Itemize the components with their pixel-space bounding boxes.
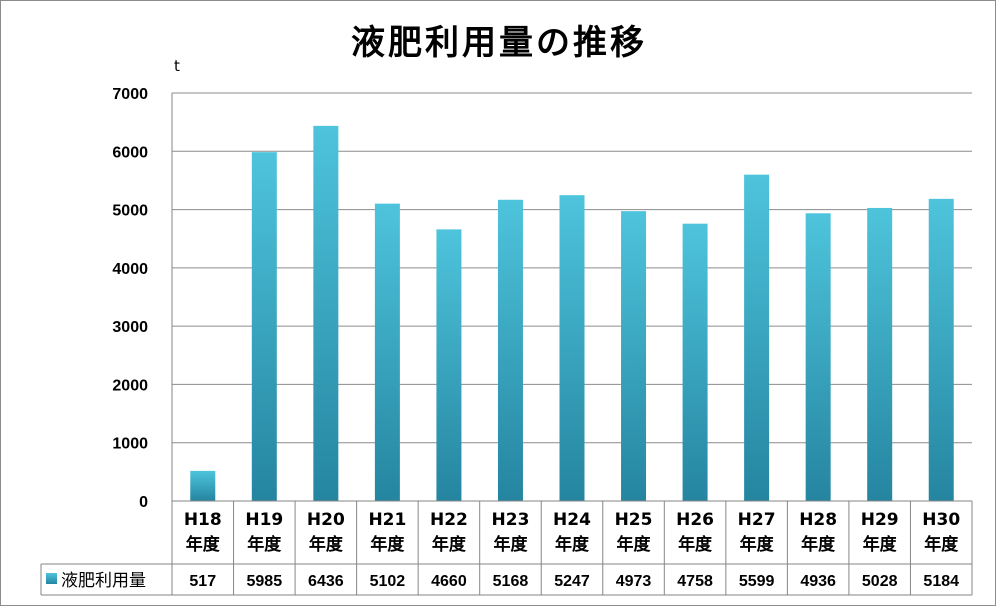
- x-category-label: H18: [184, 510, 222, 530]
- x-category-label: 年度: [678, 534, 713, 555]
- chart-title: 液肥利用量の推移: [351, 23, 647, 63]
- data-table-value: 6436: [308, 573, 344, 590]
- bar: [867, 207, 893, 501]
- bar: [928, 198, 954, 501]
- data-table-value: 5102: [370, 573, 406, 590]
- bar: [682, 223, 708, 501]
- data-table-value: 4660: [431, 573, 467, 590]
- x-category-label: H30: [922, 510, 960, 530]
- data-table-value: 4936: [800, 573, 836, 590]
- x-category-label: H27: [738, 510, 776, 530]
- x-category-label: H29: [861, 510, 899, 530]
- x-category-label: H21: [368, 510, 406, 530]
- bar: [744, 174, 770, 502]
- bar: [251, 152, 277, 501]
- legend-swatch: [46, 573, 57, 584]
- y-tick-label: 2000: [112, 377, 148, 394]
- x-category-label: 年度: [617, 534, 652, 555]
- y-tick-label: 1000: [112, 436, 148, 453]
- y-tick-label: 7000: [112, 86, 148, 103]
- x-category-label: 年度: [370, 534, 405, 555]
- bar: [436, 229, 462, 502]
- y-tick-label: 0: [139, 494, 148, 511]
- x-category-label: 年度: [863, 534, 898, 555]
- bar: [497, 199, 523, 502]
- x-category-label: 年度: [186, 534, 221, 555]
- x-category-label: 年度: [309, 534, 344, 555]
- x-category-label: H20: [307, 510, 345, 530]
- bar: [559, 195, 585, 501]
- bar: [190, 470, 216, 501]
- x-category-label: H22: [430, 510, 468, 530]
- data-table-value: 5184: [923, 573, 959, 590]
- x-category-label: H26: [676, 510, 714, 530]
- x-category-label: H25: [615, 510, 653, 530]
- legend-series-name: 液肥利用量: [61, 571, 146, 591]
- x-category-label: 年度: [247, 534, 282, 555]
- x-category-label: 年度: [432, 534, 467, 555]
- data-table-value: 5985: [247, 573, 283, 590]
- x-category-label: H23: [492, 510, 530, 530]
- data-table-value: 5247: [554, 573, 590, 590]
- y-tick-label: 6000: [112, 144, 148, 161]
- bar: [313, 125, 339, 502]
- y-tick-label: 4000: [112, 261, 148, 278]
- x-category-label: H19: [245, 510, 283, 530]
- x-category-label: 年度: [493, 534, 528, 555]
- y-axis-unit: t: [174, 57, 180, 75]
- y-tick-label: 5000: [112, 203, 148, 220]
- bar: [805, 213, 831, 502]
- x-category-label: 年度: [740, 534, 775, 555]
- data-table-value: 5599: [739, 573, 775, 590]
- bar: [621, 211, 647, 501]
- x-category-label: 年度: [924, 534, 959, 555]
- data-table-value: 4758: [677, 573, 713, 590]
- y-tick-label: 3000: [112, 319, 148, 336]
- data-table-value: 5168: [493, 573, 529, 590]
- data-table-value: 517: [189, 573, 216, 590]
- x-category-label: 年度: [555, 534, 590, 555]
- x-category-label: H24: [553, 510, 591, 530]
- x-category-label: H28: [799, 510, 837, 530]
- data-table-value: 4973: [616, 573, 652, 590]
- x-category-label: 年度: [801, 534, 836, 555]
- bar: [374, 203, 400, 501]
- data-table-value: 5028: [862, 573, 898, 590]
